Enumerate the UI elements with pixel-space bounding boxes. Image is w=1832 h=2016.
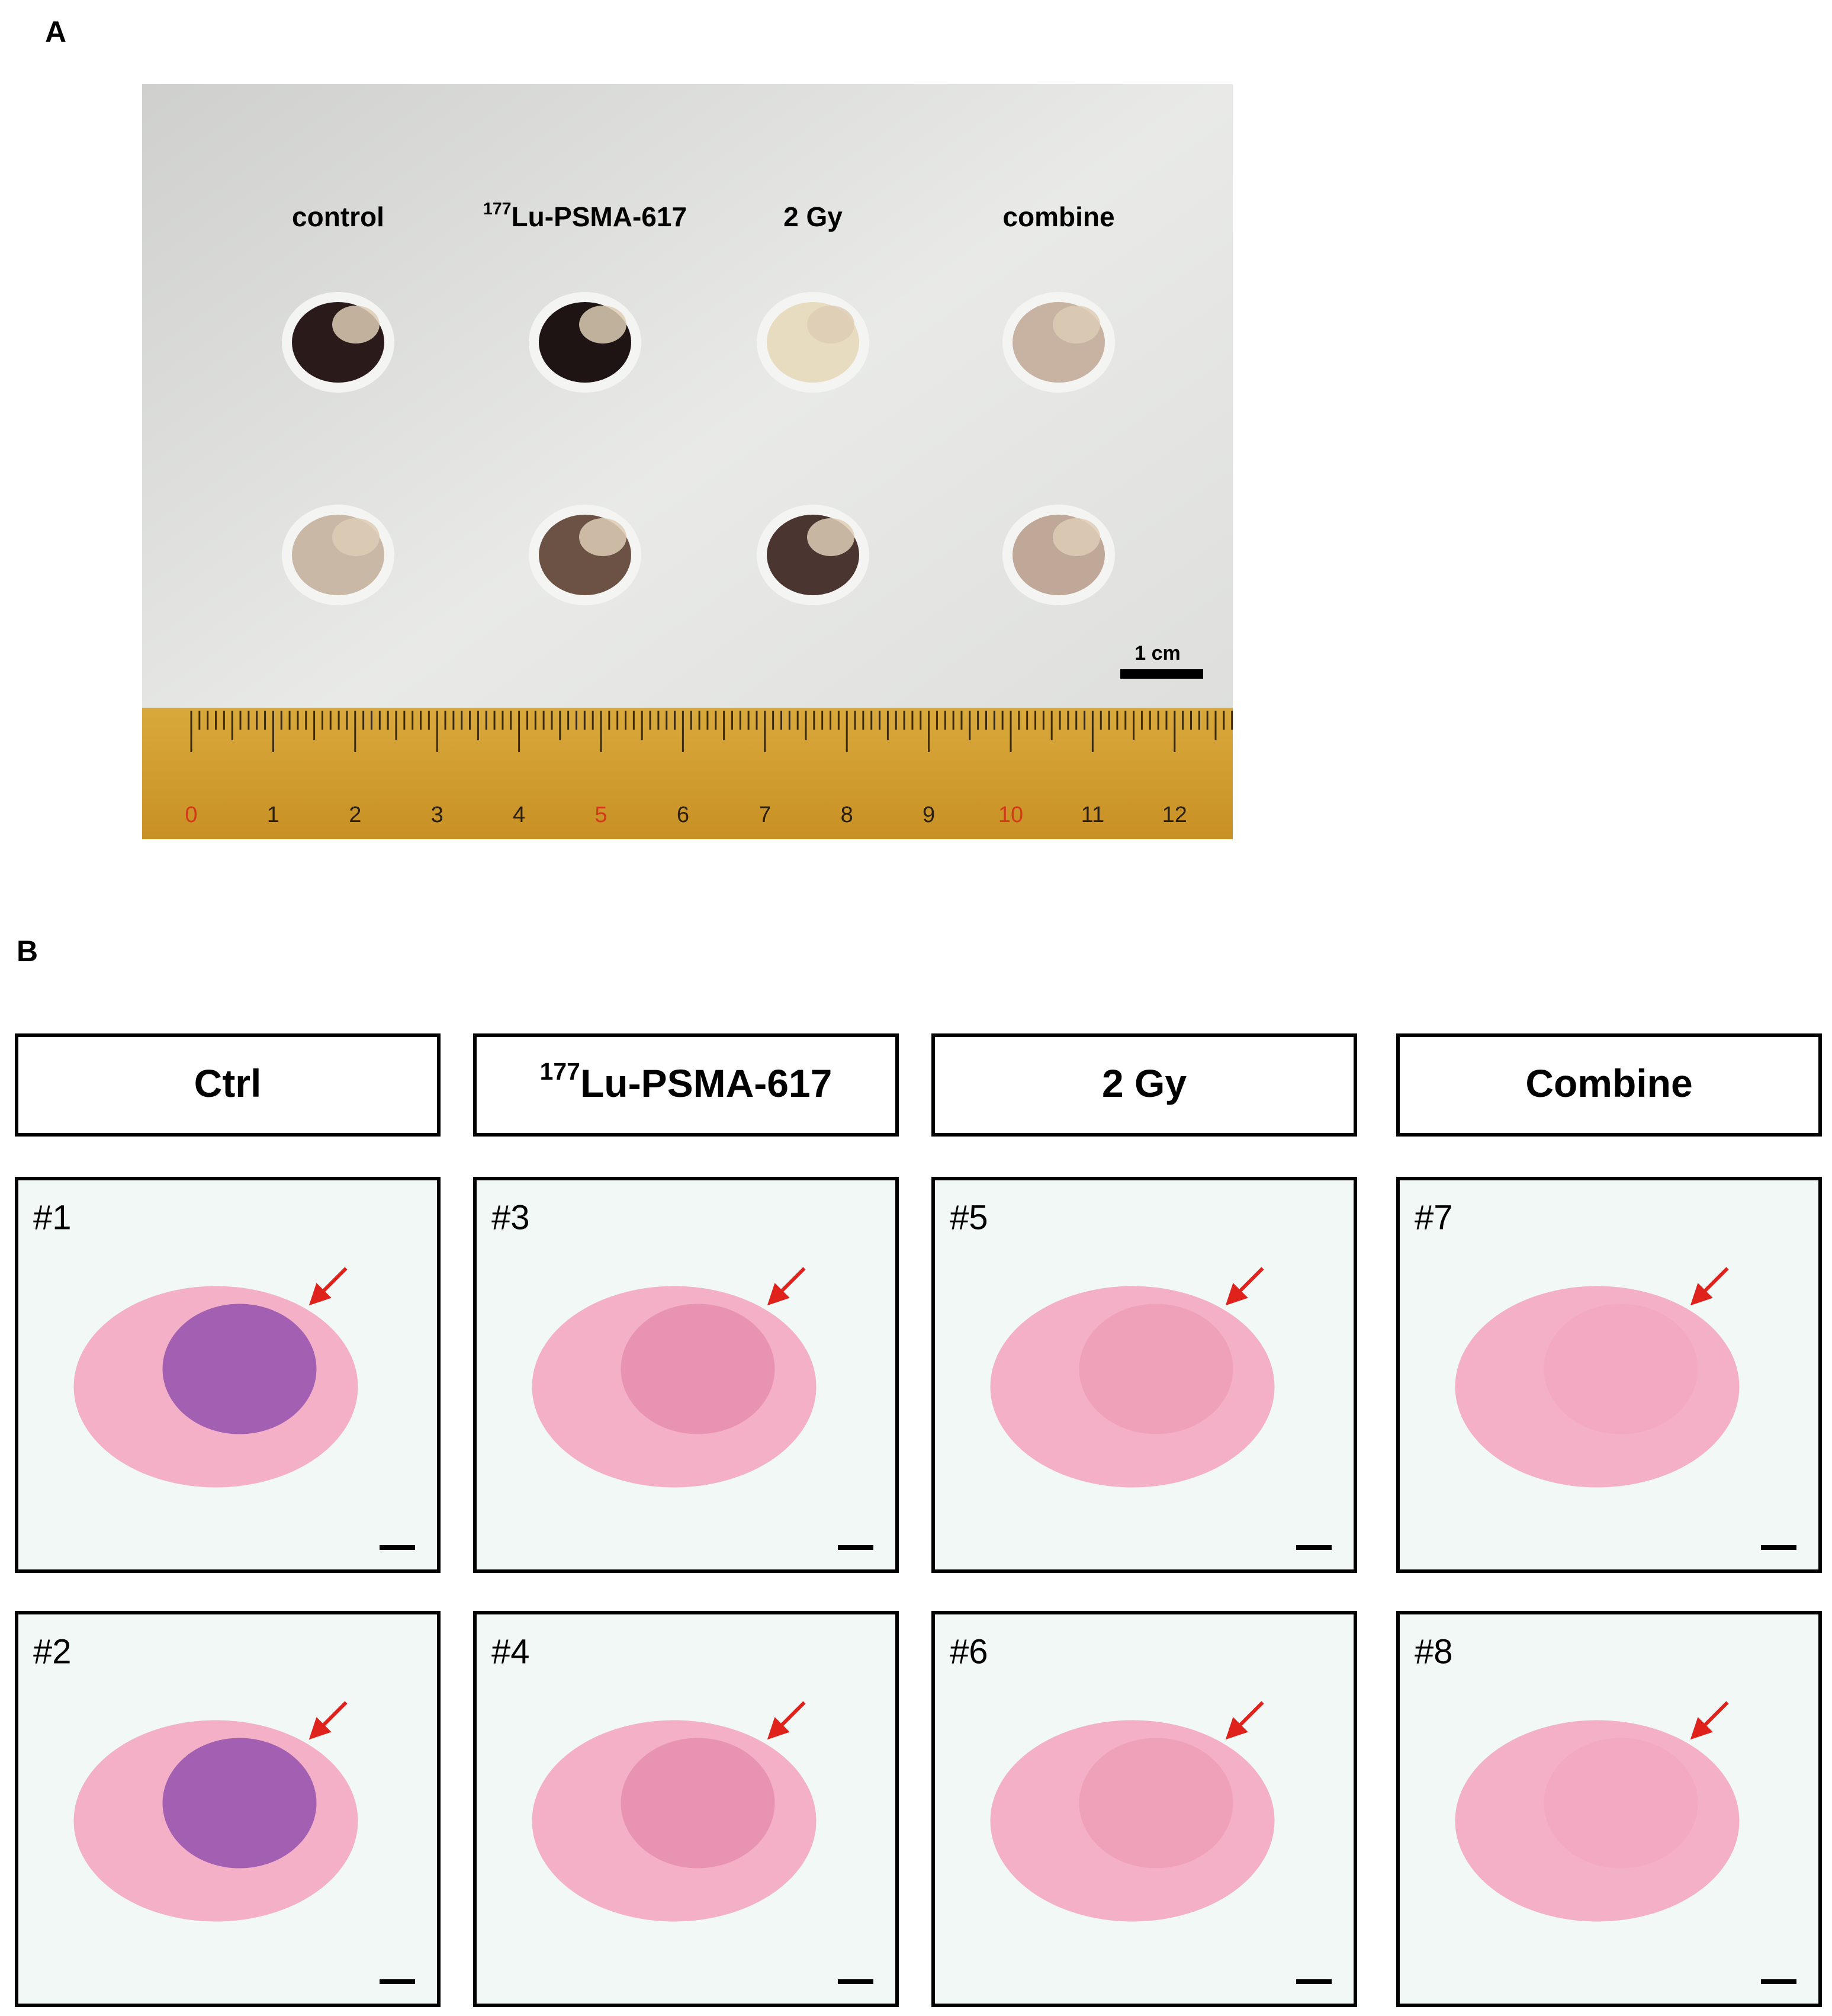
tumor-lobe <box>807 518 854 556</box>
lesion <box>1079 1738 1233 1869</box>
header-box <box>15 1033 441 1137</box>
sample-label: #6 <box>950 1632 988 1671</box>
ruler-number: 5 <box>594 802 607 827</box>
ruler-number: 11 <box>1081 802 1104 827</box>
lesion <box>621 1738 775 1869</box>
group-label: control <box>292 201 384 232</box>
label-text: Ctrl <box>194 1061 262 1105</box>
superscript: 177 <box>483 199 512 218</box>
ruler-number: 1 <box>267 802 279 827</box>
ruler-number: 6 <box>677 802 689 827</box>
arrow <box>1225 1267 1264 1306</box>
group-label: 2 Gy <box>1102 1061 1187 1105</box>
lesion <box>162 1738 317 1869</box>
arrow <box>308 1701 348 1740</box>
tumor-lobe <box>1053 306 1100 344</box>
tumor-lobe <box>807 306 854 344</box>
lesion <box>1079 1304 1233 1434</box>
ruler-number: 3 <box>431 802 443 827</box>
group-label: 177Lu-PSMA-617 <box>483 199 687 232</box>
group-label: Combine <box>1525 1061 1692 1105</box>
superscript: 177 <box>540 1058 580 1085</box>
ruler-number: 12 <box>1162 802 1187 827</box>
label-text: 2 Gy <box>783 201 843 232</box>
header-box <box>1396 1033 1822 1137</box>
panel-label: A <box>45 15 66 49</box>
sample-label: #1 <box>33 1198 72 1237</box>
tumor-lobe <box>579 306 626 344</box>
arrow <box>1690 1267 1729 1306</box>
arrow <box>767 1267 806 1306</box>
sample-label: #2 <box>33 1632 72 1671</box>
tumors <box>282 292 1115 605</box>
ruler-number: 7 <box>758 802 771 827</box>
header-box <box>931 1033 1357 1137</box>
ruler-number: 10 <box>998 802 1023 827</box>
group-label: 2 Gy <box>783 201 843 232</box>
sample-label: #3 <box>491 1198 530 1237</box>
ruler-number: 0 <box>185 802 197 827</box>
group-label: Ctrl <box>194 1061 262 1105</box>
sample-label: #8 <box>1415 1632 1453 1671</box>
lesion <box>621 1304 775 1434</box>
tumor-lobe <box>332 518 380 556</box>
arrow <box>1225 1701 1264 1740</box>
tumor-lobe <box>1053 518 1100 556</box>
lesion <box>1544 1738 1698 1869</box>
ruler-number: 2 <box>349 802 361 827</box>
lesion <box>1544 1304 1698 1434</box>
panel-label: B <box>17 935 38 968</box>
label-text: control <box>292 201 384 232</box>
label-text: Combine <box>1525 1061 1692 1105</box>
sample-label: #5 <box>950 1198 988 1237</box>
tumor-lobe <box>579 518 626 556</box>
arrow <box>767 1701 806 1740</box>
ruler-number: 4 <box>513 802 525 827</box>
lesion <box>162 1304 317 1434</box>
arrow <box>308 1267 348 1306</box>
sample-label: #4 <box>491 1632 530 1671</box>
label-text: combine <box>1002 201 1114 232</box>
tumor-lobe <box>332 306 380 344</box>
header-box <box>473 1033 899 1137</box>
ruler-number: 8 <box>841 802 853 827</box>
ruler-number: 9 <box>923 802 935 827</box>
group-label: combine <box>1002 201 1114 232</box>
group-label: 177Lu-PSMA-617 <box>540 1058 833 1106</box>
scale-bar-label: 1 cm <box>1134 642 1181 664</box>
sample-label: #7 <box>1415 1198 1453 1237</box>
label-text: Lu-PSMA-617 <box>580 1061 832 1105</box>
label-text: Lu-PSMA-617 <box>512 201 687 232</box>
label-text: 2 Gy <box>1102 1061 1187 1105</box>
arrow <box>1690 1701 1729 1740</box>
